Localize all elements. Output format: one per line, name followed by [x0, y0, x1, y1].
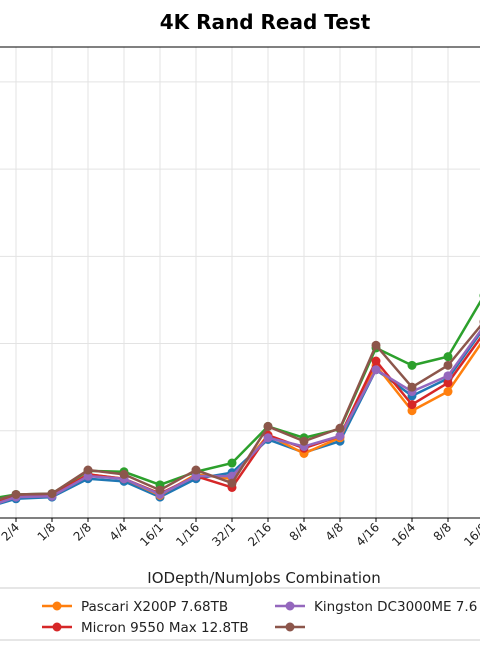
series-5-point — [263, 421, 273, 431]
x-tick-label: 16/1 — [137, 520, 166, 549]
x-tick-label: 2/8 — [71, 520, 95, 544]
x-tick-label: 1/8 — [35, 520, 59, 544]
series-5-point — [299, 436, 309, 446]
series-5-point — [119, 469, 129, 479]
series-2-point — [227, 458, 237, 468]
series-3-point — [443, 378, 453, 388]
legend-swatch-marker — [285, 622, 295, 632]
x-tick-label: 4/8 — [323, 520, 347, 544]
series-5-point — [407, 382, 417, 392]
series-1-point — [443, 387, 453, 397]
series-3-point — [371, 356, 381, 366]
series-2-point — [443, 352, 453, 362]
legend-label: Kingston DC3000ME 7.6 — [314, 599, 477, 615]
series-3-point — [407, 400, 417, 410]
legend-item — [275, 622, 305, 632]
legend-item: Pascari X200P 7.68TB — [42, 599, 228, 615]
legend-label: Pascari X200P 7.68TB — [81, 599, 228, 615]
chart-title: 4K Rand Read Test — [159, 10, 371, 34]
series-5-point — [443, 360, 453, 370]
series-5-point — [83, 465, 93, 475]
legend-swatch-marker — [52, 622, 62, 632]
series-5-point — [227, 478, 237, 488]
legend-swatch-marker — [285, 601, 295, 611]
legend-item: Kingston DC3000ME 7.6 — [275, 599, 477, 615]
legend-item: Micron 9550 Max 12.8TB — [42, 620, 249, 636]
series-4-point — [263, 433, 273, 443]
series-5-point — [47, 489, 57, 499]
series-4-point — [443, 371, 453, 381]
x-tick-label: 8/4 — [287, 520, 311, 544]
x-tick-label: 32/1 — [209, 520, 238, 549]
x-tick-label: 2/16 — [245, 520, 274, 549]
series-5-point — [371, 340, 381, 350]
series-5-point — [191, 465, 201, 475]
x-tick-label: 2/4 — [0, 520, 22, 544]
x-tick-label: 16/8 — [461, 520, 480, 549]
x-tick-label: 16/4 — [389, 520, 418, 549]
x-tick-label: 8/8 — [431, 520, 455, 544]
legend-swatch-marker — [52, 601, 62, 611]
series-5-point — [11, 489, 21, 499]
series-layer — [0, 293, 480, 505]
x-tick-label: 4/16 — [353, 520, 382, 549]
legend-label: Micron 9550 Max 12.8TB — [81, 620, 249, 636]
legend-box — [0, 587, 480, 641]
series-5-point — [155, 485, 165, 495]
series-4-point — [335, 431, 345, 441]
series-5-point — [335, 423, 345, 433]
series-4-point — [371, 365, 381, 375]
x-tick-label: 4/4 — [107, 520, 131, 544]
x-tick-label: 1/16 — [173, 520, 202, 549]
grid-lines — [0, 47, 480, 518]
x-axis-label: IODepth/NumJobs Combination — [147, 569, 380, 587]
series-2-point — [407, 360, 417, 370]
